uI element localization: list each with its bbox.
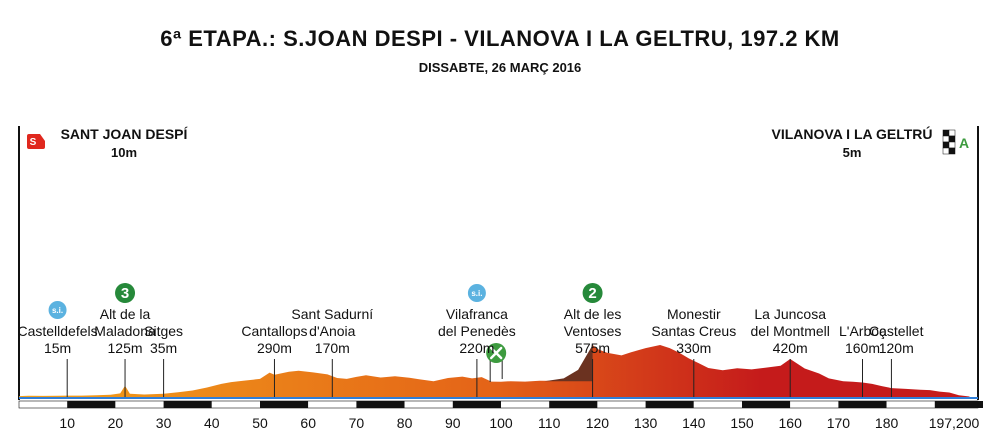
x-tick-label: 50 bbox=[252, 415, 268, 431]
finish-flag-square bbox=[942, 147, 950, 155]
x-tick-label: 170 bbox=[827, 415, 851, 431]
x-tick-label: 130 bbox=[634, 415, 658, 431]
km-bar-segment bbox=[597, 401, 646, 408]
waypoint-altitude: 330m bbox=[676, 340, 711, 356]
x-tick-label: 10 bbox=[59, 415, 75, 431]
finish-name: VILANOVA I LA GELTRÚ bbox=[772, 125, 933, 142]
km-bar-segment bbox=[260, 401, 309, 408]
waypoint-altitude: 170m bbox=[315, 340, 350, 356]
start-badge-corner bbox=[40, 134, 45, 141]
km-bar-segment bbox=[742, 401, 791, 408]
km-bar-segment bbox=[452, 401, 501, 408]
page-title: 6ª ETAPA.: S.JOAN DESPI - VILANOVA I LA … bbox=[160, 26, 840, 51]
category-number: 3 bbox=[121, 285, 129, 302]
km-bar-segment bbox=[19, 401, 68, 408]
km-bar-segment bbox=[356, 401, 405, 408]
sprint-icon-label: s.i. bbox=[471, 289, 482, 298]
km-bar-segment bbox=[404, 401, 453, 408]
waypoint-name: Maladona bbox=[94, 323, 156, 339]
x-tick-label: 100 bbox=[489, 415, 513, 431]
feed-zone-cross bbox=[489, 346, 503, 360]
km-bar-segment bbox=[645, 401, 694, 408]
km-bar-segment bbox=[934, 401, 983, 408]
x-tick-label: 110 bbox=[538, 415, 561, 431]
x-tick-label: 90 bbox=[445, 415, 461, 431]
start-name: SANT JOAN DESPÍ bbox=[61, 126, 189, 142]
finish-flag-square bbox=[942, 129, 950, 137]
waypoint-name: La Juncosa bbox=[754, 306, 826, 322]
waypoint-name: d'Anoia bbox=[309, 323, 355, 339]
waypoint-name: L'Arboç bbox=[839, 323, 886, 339]
km-bar-segment bbox=[549, 401, 598, 408]
category-number: 2 bbox=[588, 285, 596, 302]
profile-area bbox=[19, 345, 970, 397]
finish-flag-square bbox=[948, 141, 956, 149]
mountain-category-icon bbox=[582, 283, 603, 303]
km-bar-segment bbox=[115, 401, 164, 408]
page-subtitle: DISSABTE, 26 MARÇ 2016 bbox=[418, 60, 582, 75]
finish-badge-letter: A bbox=[959, 135, 969, 151]
km-bar-segment bbox=[886, 401, 935, 408]
waypoint-name: del Penedès bbox=[438, 323, 516, 339]
km-bar-segment bbox=[790, 401, 839, 408]
waypoint-altitude: 420m bbox=[773, 340, 808, 356]
start-altitude: 10m bbox=[111, 145, 137, 160]
km-bar-segment bbox=[163, 401, 212, 408]
x-tick-label: 20 bbox=[108, 415, 124, 431]
x-tick-label: 40 bbox=[204, 415, 220, 431]
finish-flag-square bbox=[942, 135, 950, 143]
waypoint-name: del Montmell bbox=[751, 323, 830, 339]
waypoint-name: Alt de la bbox=[100, 306, 151, 322]
waypoint-altitude: 220m bbox=[459, 340, 494, 356]
waypoint-name: Sant Sadurní bbox=[291, 306, 373, 322]
x-tick-label: 70 bbox=[349, 415, 365, 431]
start-badge-letter: S bbox=[30, 137, 37, 148]
waypoint-altitude: 15m bbox=[44, 340, 71, 356]
waypoint-name: Castelldefels bbox=[17, 323, 97, 339]
waypoint-name: Vilafranca bbox=[446, 306, 508, 322]
x-tick-label: 60 bbox=[300, 415, 316, 431]
waypoint-name: Castellet bbox=[869, 323, 924, 339]
waypoint-altitude: 290m bbox=[257, 340, 292, 356]
waypoint-name: Ventoses bbox=[564, 323, 622, 339]
x-tick-label: 160 bbox=[779, 415, 803, 431]
waypoint-altitude: 35m bbox=[150, 340, 177, 356]
x-tick-label: 120 bbox=[586, 415, 610, 431]
finish-flag-icon bbox=[942, 129, 956, 155]
x-tick-label-end: 197,200 bbox=[929, 415, 980, 431]
waypoint-name: Alt de les bbox=[564, 306, 622, 322]
km-bar-segment bbox=[501, 401, 550, 408]
waypoint-name: Cantallops bbox=[241, 323, 307, 339]
waypoint-altitude: 575m bbox=[575, 340, 610, 356]
intermediate-sprint-icon bbox=[467, 284, 486, 302]
km-bar-segment bbox=[67, 401, 116, 408]
x-tick-label: 30 bbox=[156, 415, 172, 431]
finish-flag-square bbox=[948, 129, 956, 137]
x-tick-label: 140 bbox=[682, 415, 706, 431]
waypoint-altitude: 160m bbox=[845, 340, 880, 356]
finish-flag-square bbox=[948, 135, 956, 143]
km-bar-segment bbox=[838, 401, 887, 408]
finish-flag-square bbox=[942, 141, 950, 149]
waypoint-name: Santas Creus bbox=[651, 323, 736, 339]
km-bar-segment bbox=[308, 401, 357, 408]
km-bar-outline bbox=[18, 400, 979, 409]
km-bar-segment bbox=[693, 401, 742, 408]
km-bar-segment bbox=[211, 401, 260, 408]
waypoint-altitude: 125m bbox=[108, 340, 143, 356]
x-tick-label: 150 bbox=[730, 415, 754, 431]
sprint-icon-label: s.i. bbox=[52, 306, 63, 315]
finish-altitude: 5m bbox=[843, 145, 862, 160]
start-badge bbox=[27, 134, 45, 149]
x-tick-label: 180 bbox=[875, 415, 899, 431]
intermediate-sprint-icon bbox=[48, 301, 67, 319]
mountain-category-icon bbox=[115, 283, 136, 303]
waypoint-altitude: 120m bbox=[879, 340, 914, 356]
waypoint-name: Sitges bbox=[144, 323, 183, 339]
finish-flag-square bbox=[948, 147, 956, 155]
climb-shading bbox=[544, 345, 593, 382]
x-tick-label: 80 bbox=[397, 415, 413, 431]
waypoint-name: Monestir bbox=[667, 306, 721, 322]
